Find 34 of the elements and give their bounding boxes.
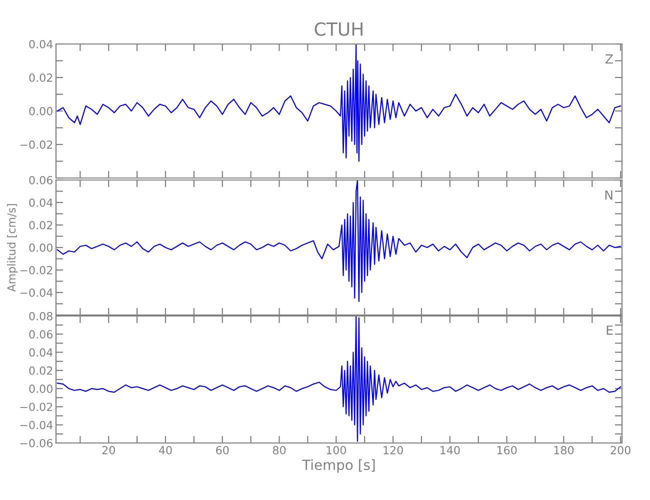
x-tick-label: 180 (554, 446, 574, 454)
y-tick-label: 0.02 (29, 220, 52, 230)
annotation: E (606, 326, 613, 335)
y-tick-label: −0.02 (20, 140, 52, 149)
y-tick-label: 0.08 (29, 312, 52, 320)
x-tick-label: 20 (102, 446, 115, 454)
y-tick-label: 0.04 (29, 348, 53, 357)
annotation: N (605, 190, 612, 200)
y-tick-label: 0.00 (29, 384, 52, 393)
x-tick-label: 60 (216, 446, 229, 454)
y-tick-label: 0.00 (29, 106, 52, 116)
y-tick-label: 0.02 (29, 366, 52, 375)
x-tick-label: 80 (272, 446, 286, 454)
x-tick-label: 200 (610, 446, 630, 454)
y-tick-label: −0.04 (20, 288, 53, 297)
y-tick-label: 0.04 (29, 40, 53, 48)
y-tick-label: 0.06 (29, 176, 53, 184)
y-tick-label: −0.02 (20, 266, 52, 274)
x-tick-label: 40 (158, 446, 172, 454)
x-tick-label: 120 (384, 446, 403, 454)
y-tick-label: −0.04 (20, 420, 53, 430)
y-tick-label: 0.02 (29, 73, 52, 82)
x-tick-label: 160 (497, 446, 517, 454)
y-tick-label: −0.06 (20, 438, 53, 448)
y-tick-label: 0.00 (29, 243, 52, 252)
y-tick-label: 0.06 (29, 330, 53, 339)
y-tick-label: −0.02 (20, 402, 52, 412)
annotation: Z (606, 54, 613, 64)
y-tick-label: 0.04 (29, 198, 53, 207)
y-axis-title: Amplitud [cm/s] (7, 204, 18, 292)
x-tick-label: 100 (326, 446, 346, 454)
chart-title: CTUH (314, 22, 362, 36)
x-tick-label: 140 (440, 446, 460, 454)
x-axis-title: Tiempo [s] (302, 459, 375, 473)
